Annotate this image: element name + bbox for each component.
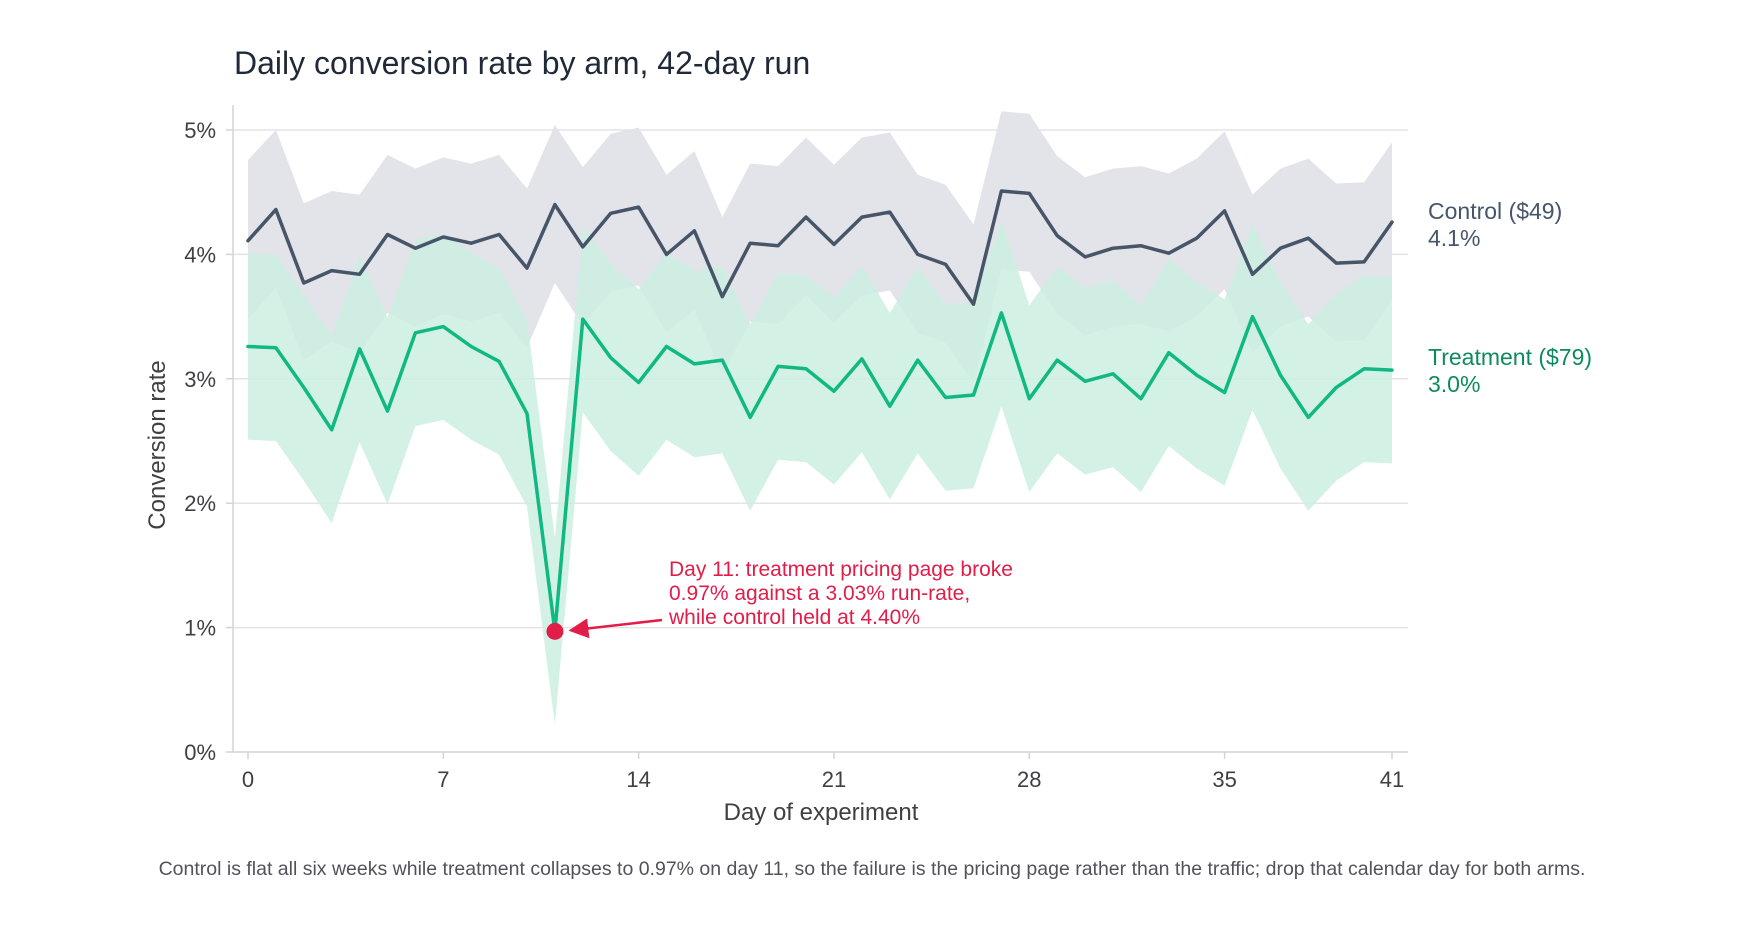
annotation-marker (546, 622, 564, 640)
treatment-confidence-band (248, 219, 1392, 725)
series-end-labels: Control ($49) 4.1% Treatment ($79) 3.0% (1428, 198, 1592, 397)
annotation-layer: Day 11: treatment pricing page broke 0.9… (546, 558, 1013, 640)
confidence-bands (248, 111, 1392, 725)
series-end-value-control: 4.1% (1428, 225, 1480, 251)
y-tick-label: 0% (184, 740, 216, 765)
x-tick-label: 21 (822, 767, 846, 792)
y-tick-label: 5% (184, 118, 216, 143)
y-tick-label: 1% (184, 616, 216, 641)
x-tick-label: 7 (437, 767, 449, 792)
axes-layer (232, 105, 1408, 753)
annotation-text-line: 0.97% against a 3.03% run-rate, (669, 582, 970, 605)
y-tick-label: 4% (184, 242, 216, 267)
x-tick-label: 0 (242, 767, 254, 792)
y-tick-label: 2% (184, 491, 216, 516)
annotation-text-line: Day 11: treatment pricing page broke (669, 558, 1013, 581)
control-series-line (246, 189, 1394, 306)
x-tick-label: 41 (1380, 767, 1404, 792)
y-tick-label: 3% (184, 367, 216, 392)
chart-caption: Control is flat all six weeks while trea… (159, 858, 1586, 880)
annotation-arrow (568, 618, 663, 639)
treatment-series-line (246, 311, 1394, 634)
x-tick-label: 14 (626, 767, 650, 792)
series-end-value-treatment: 3.0% (1428, 371, 1480, 397)
x-axis-label: Day of experiment (724, 799, 919, 826)
annotation-text-line: while control held at 4.40% (668, 606, 920, 629)
tick-labels: 0% 1% 2% 3% 4% 5% 0 7 14 21 28 35 41 (184, 118, 1404, 792)
x-tick-label: 28 (1017, 767, 1041, 792)
chart-title: Daily conversion rate by arm, 42-day run (234, 45, 810, 81)
series-lines (246, 189, 1394, 634)
series-label-control: Control ($49) (1428, 198, 1562, 224)
y-axis-label: Conversion rate (144, 360, 171, 529)
series-label-treatment: Treatment ($79) (1428, 344, 1592, 370)
x-tick-label: 35 (1212, 767, 1236, 792)
